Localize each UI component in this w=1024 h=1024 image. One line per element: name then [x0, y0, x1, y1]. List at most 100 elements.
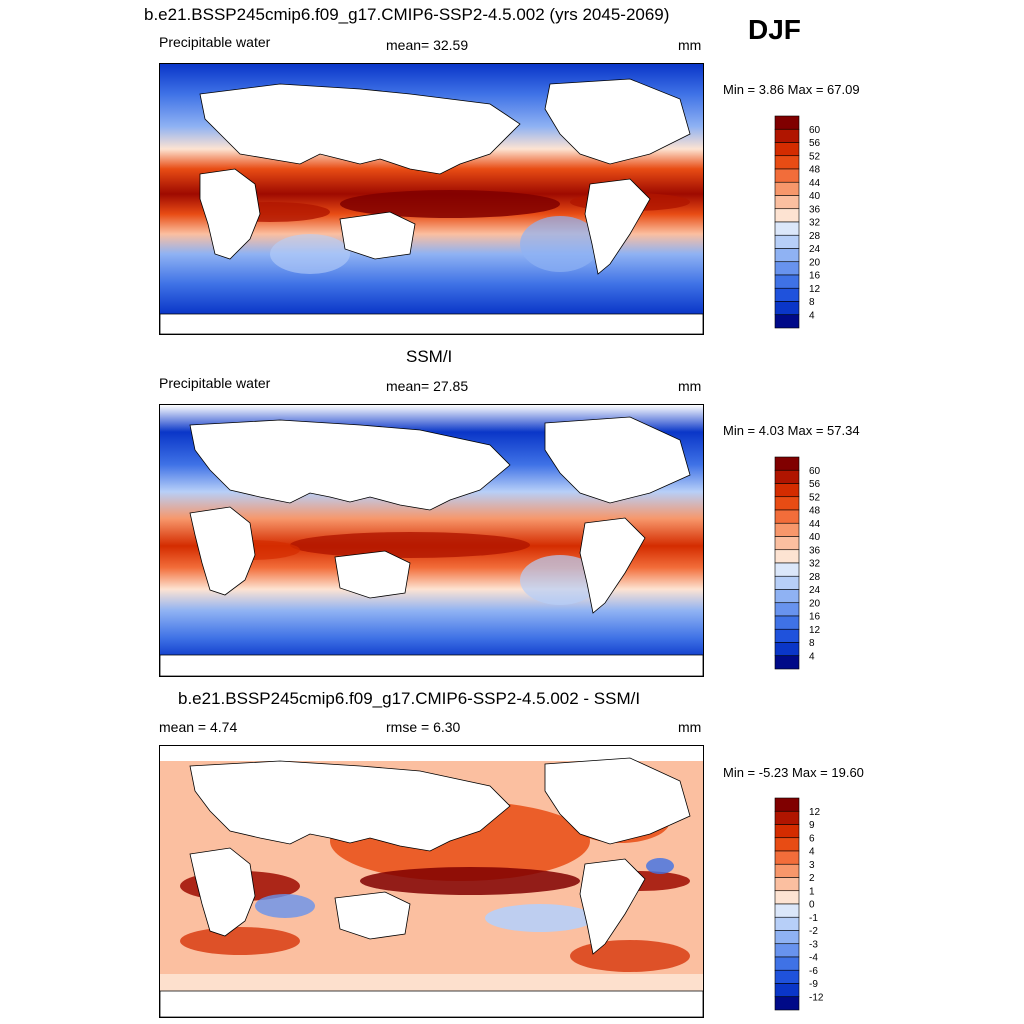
- panel-2-variable-label: Precipitable water: [159, 375, 271, 391]
- colorbar-tick-label: -12: [809, 992, 824, 1003]
- colorbar-swatch: [774, 301, 800, 316]
- colorbar-swatch: [774, 456, 800, 471]
- colorbar-swatch: [774, 248, 800, 263]
- colorbar-swatch: [774, 863, 800, 878]
- panel-2-map-field: [160, 405, 703, 676]
- colorbar-swatch: [774, 943, 800, 958]
- colorbar-tick-label: 60: [809, 125, 821, 136]
- colorbar-swatch: [774, 168, 800, 183]
- colorbar-tick-label: 36: [809, 545, 821, 556]
- colorbar-tick-label: 4: [809, 310, 815, 321]
- colorbar-swatch: [774, 824, 800, 839]
- colorbar-swatch: [774, 655, 800, 670]
- colorbar-tick-label: 40: [809, 532, 821, 543]
- colorbar-tick-label: 20: [809, 598, 821, 609]
- colorbar-swatch: [774, 877, 800, 892]
- colorbar-tick-label: 9: [809, 820, 815, 831]
- panel-3-title: b.e21.BSSP245cmip6.f09_g17.CMIP6-SSP2-4.…: [178, 689, 641, 708]
- colorbar-swatch: [774, 536, 800, 551]
- panel-3-map-field: [160, 757, 703, 1017]
- colorbar-tick-label: 56: [809, 138, 821, 149]
- colorbar-tick-label: 0: [809, 900, 815, 911]
- panel-2-colorbar: 60 56 52 48 44 40 36 32 28 24 20 16 12 8 4: [774, 456, 845, 670]
- panel-1-map: [159, 63, 704, 335]
- colorbar-swatch: [774, 509, 800, 524]
- colorbar-swatch: [774, 642, 800, 657]
- colorbar-tick-label: 2: [809, 873, 815, 884]
- colorbar-swatch: [774, 314, 800, 329]
- panel-3-mean-label: mean = 4.74: [159, 719, 238, 735]
- colorbar-swatch: [774, 956, 800, 971]
- panel-1-colorbar-svg: 60 56 52 48 44 40 36 32 28 24 20 16 12 8 4: [774, 115, 821, 329]
- colorbar-tick-label: -3: [809, 939, 818, 950]
- panel-2-title: SSM/I: [406, 347, 453, 366]
- panel-3-colorbar: 12 9 6 4 3 2 1 0 -1 -2 -3 -4 -6 -9 -12: [774, 797, 845, 1011]
- colorbar-swatch: [774, 983, 800, 998]
- colorbar-tick-label: 20: [809, 257, 821, 268]
- colorbar-swatch: [774, 850, 800, 865]
- colorbar-tick-label: 32: [809, 559, 821, 570]
- colorbar-tick-label: -6: [809, 966, 818, 977]
- colorbar-swatch: [774, 628, 800, 643]
- panel-1-units: mm: [678, 37, 702, 53]
- panel-3-colorbar-svg: 12 9 6 4 3 2 1 0 -1 -2 -3 -4 -6 -9 -12: [774, 797, 824, 1011]
- colorbar-swatch: [774, 469, 800, 484]
- colorbar-swatch: [774, 208, 800, 223]
- colorbar-tick-label: 28: [809, 231, 821, 242]
- colorbar-tick-label: -2: [809, 926, 818, 937]
- panel-2-units: mm: [678, 378, 702, 394]
- colorbar-swatch: [774, 496, 800, 511]
- colorbar-tick-label: 24: [809, 244, 821, 255]
- colorbar-tick-label: 48: [809, 165, 821, 176]
- season-label: DJF: [748, 14, 801, 45]
- colorbar-tick-label: 60: [809, 466, 821, 477]
- colorbar-tick-label: 12: [809, 625, 821, 636]
- colorbar-swatch: [774, 522, 800, 537]
- panel-2-colorbar-svg: 60 56 52 48 44 40 36 32 28 24 20 16 12 8 4: [774, 456, 821, 670]
- colorbar-swatch: [774, 181, 800, 196]
- colorbar-swatch: [774, 615, 800, 630]
- panel-1-colorbar: 60 56 52 48 44 40 36 32 28 24 20 16 12 8 4: [774, 115, 845, 329]
- colorbar-tick-label: -4: [809, 953, 818, 964]
- colorbar-tick-label: 44: [809, 519, 821, 530]
- colorbar-swatch: [774, 261, 800, 276]
- colorbar-tick-label: -1: [809, 913, 818, 924]
- colorbar-swatch: [774, 575, 800, 590]
- panel-1-title: b.e21.BSSP245cmip6.f09_g17.CMIP6-SSP2-4.…: [144, 5, 670, 24]
- colorbar-swatch: [774, 890, 800, 905]
- colorbar-tick-label: 56: [809, 479, 821, 490]
- colorbar-tick-label: 24: [809, 585, 821, 596]
- colorbar-swatch: [774, 483, 800, 498]
- panel-1-map-field: [160, 64, 703, 334]
- colorbar-tick-label: 52: [809, 492, 821, 503]
- colorbar-swatch: [774, 142, 800, 157]
- colorbar-tick-label: 4: [809, 847, 815, 858]
- colorbar-swatch: [774, 195, 800, 210]
- colorbar-swatch: [774, 589, 800, 604]
- panel-2-minmax: Min = 4.03 Max = 57.34: [723, 423, 860, 438]
- panel-3-map: [159, 745, 704, 1018]
- colorbar-swatch: [774, 221, 800, 236]
- colorbar-swatch: [774, 128, 800, 143]
- colorbar-tick-label: 12: [809, 807, 821, 818]
- panel-2-mean-label: mean= 27.85: [386, 378, 469, 394]
- colorbar-tick-label: 16: [809, 612, 821, 623]
- colorbar-swatch: [774, 930, 800, 945]
- colorbar-swatch: [774, 155, 800, 170]
- colorbar-tick-label: 44: [809, 178, 821, 189]
- colorbar-swatch: [774, 549, 800, 564]
- panel-1-variable-label: Precipitable water: [159, 34, 271, 50]
- colorbar-swatch: [774, 115, 800, 130]
- colorbar-tick-label: 12: [809, 284, 821, 295]
- colorbar-tick-label: -9: [809, 979, 818, 990]
- colorbar-tick-label: 52: [809, 151, 821, 162]
- colorbar-tick-label: 8: [809, 297, 815, 308]
- colorbar-swatch: [774, 810, 800, 825]
- colorbar-tick-label: 36: [809, 204, 821, 215]
- colorbar-swatch: [774, 602, 800, 617]
- panel-3-units: mm: [678, 719, 702, 735]
- colorbar-swatch: [774, 996, 800, 1011]
- colorbar-swatch: [774, 903, 800, 918]
- colorbar-tick-label: 3: [809, 860, 815, 871]
- colorbar-swatch: [774, 562, 800, 577]
